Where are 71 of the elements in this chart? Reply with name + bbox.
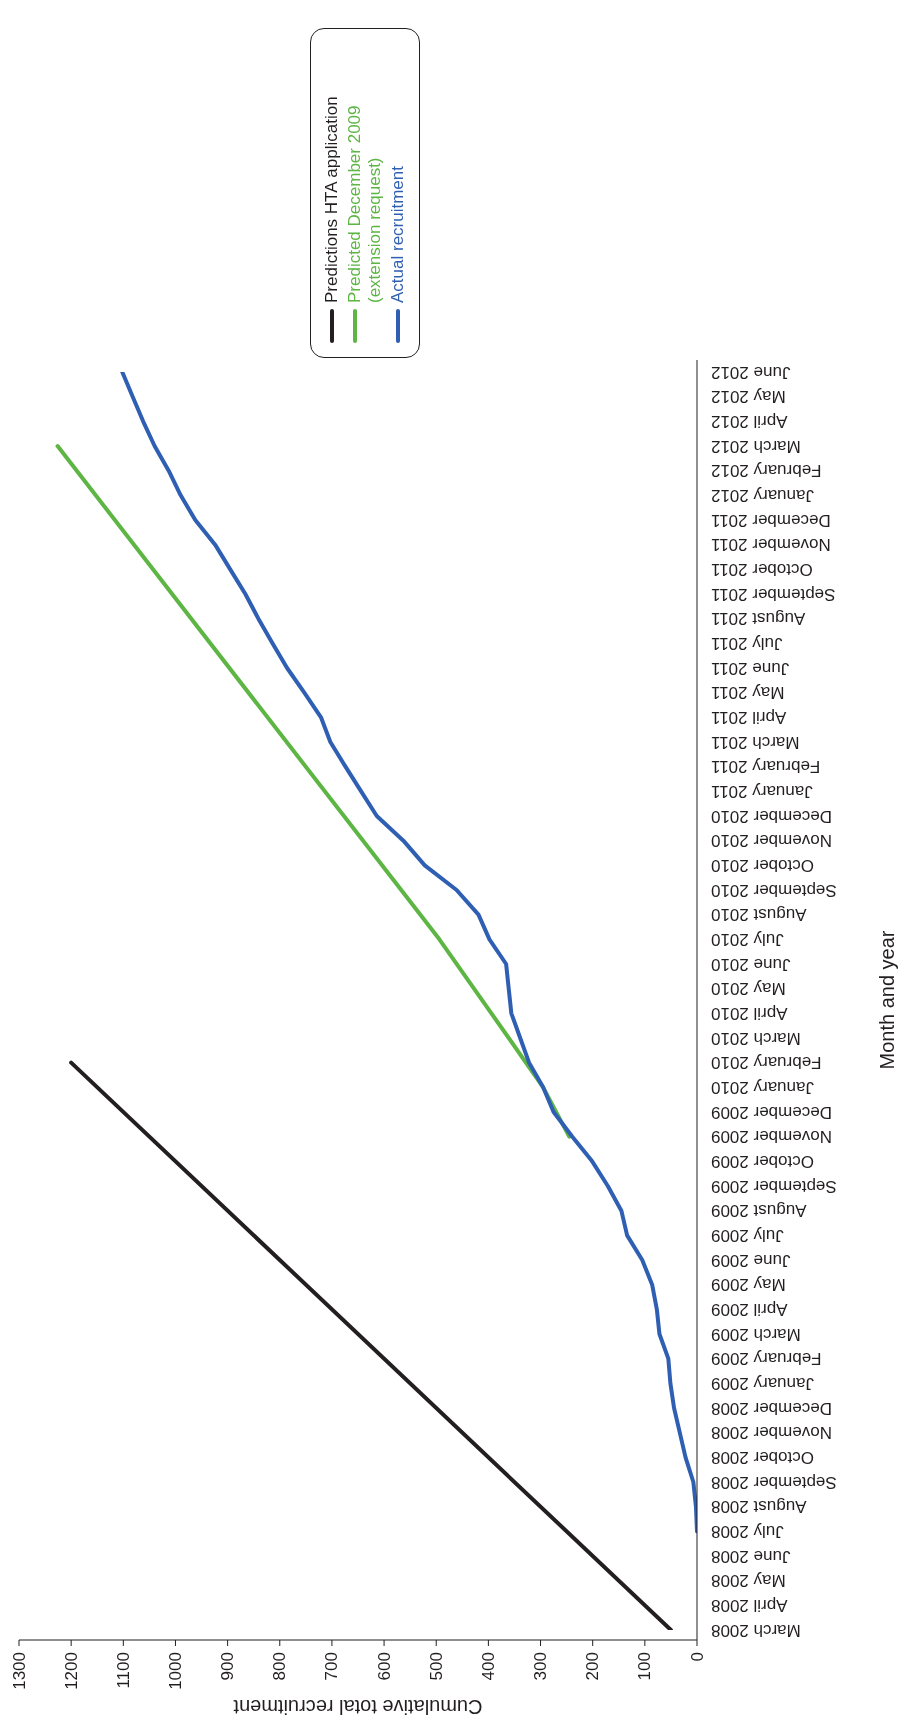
y-tick-label: June 2008 (711, 1546, 791, 1566)
y-tick-label: March 2008 (711, 1620, 801, 1640)
text: Predicted December 2009 (extension request) (345, 104, 385, 303)
x-axis-title: Cumulative total recruitment (233, 1696, 483, 1718)
y-tick-label: February 2011 (711, 757, 821, 777)
y-tick-label: April 2009 (711, 1299, 788, 1319)
y-tick-label: January 2009 (711, 1373, 815, 1393)
y-tick-label: March 2011 (711, 732, 800, 752)
y-tick-label: March 2009 (711, 1324, 801, 1344)
y-tick-label: February 2009 (711, 1349, 822, 1369)
y-tick-label: June 2011 (711, 658, 790, 678)
y-tick-label: July 2009 (711, 1225, 784, 1245)
y-tick-label: April 2008 (711, 1595, 788, 1615)
y-tick-label: February 2012 (711, 461, 822, 481)
y-tick-label: April 2010 (711, 1003, 788, 1023)
y-tick-label: December 2009 (711, 1102, 832, 1122)
y-tick-label: September 2011 (711, 584, 836, 604)
x-tick-label: 800 (270, 1652, 290, 1681)
y-tick-label: January 2010 (711, 1077, 815, 1097)
x-tick-label: 900 (218, 1652, 238, 1681)
y-tick-label: February 2010 (711, 1053, 822, 1073)
y-tick-label: March 2010 (711, 1028, 801, 1048)
y-tick-label: May 2009 (711, 1275, 786, 1295)
y-axis-title: Month and year (876, 930, 899, 1070)
x-tick-label: 1100 (113, 1652, 133, 1689)
y-tick-label: July 2011 (711, 633, 783, 653)
y-tick-label: April 2011 (711, 707, 787, 727)
y-tick-label: June 2012 (711, 362, 791, 382)
text: Predictions HTA application (322, 96, 342, 303)
y-tick-label: September 2010 (711, 880, 837, 900)
x-tick-label: 500 (426, 1652, 446, 1681)
y-tick-label: December 2008 (711, 1398, 832, 1418)
y-tick-label: November 2010 (711, 831, 832, 851)
y-tick-label: August 2010 (711, 905, 807, 925)
y-tick-label: October 2010 (711, 855, 815, 875)
x-tick-label: 1000 (165, 1652, 185, 1690)
y-tick-label: October 2011 (711, 559, 813, 579)
x-tick-label: 100 (635, 1652, 655, 1681)
y-tick-label: May 2011 (711, 683, 785, 703)
y-tick-label: January 2012 (711, 485, 815, 505)
y-tick-label: September 2009 (711, 1176, 837, 1196)
y-tick-label: October 2009 (711, 1151, 815, 1171)
x-tick-label: 0 (687, 1652, 707, 1662)
y-tick-label: March 2012 (711, 436, 801, 456)
x-tick-label: 700 (322, 1652, 342, 1681)
y-tick-label: April 2012 (711, 411, 788, 431)
y-tick-label: August 2008 (711, 1497, 807, 1517)
y-tick-label: November 2011 (711, 535, 831, 555)
y-tick-label: June 2009 (711, 1250, 791, 1270)
x-tick-label: 400 (478, 1652, 498, 1681)
y-tick-label: November 2009 (711, 1127, 832, 1147)
y-tick-label: June 2010 (711, 954, 791, 974)
y-tick-label: December 2011 (711, 510, 831, 530)
y-tick-label: August 2011 (711, 609, 806, 629)
y-tick-label: May 2008 (711, 1571, 786, 1591)
y-tick-label: November 2008 (711, 1423, 832, 1443)
text: Actual recruitment (388, 166, 408, 303)
y-tick-label: August 2009 (711, 1201, 807, 1221)
x-tick-label: 1300 (9, 1652, 29, 1690)
y-tick-label: July 2010 (711, 929, 784, 949)
y-tick-label: July 2008 (711, 1521, 784, 1541)
y-tick-label: October 2008 (711, 1447, 815, 1467)
y-tick-label: May 2010 (711, 979, 786, 999)
y-tick-label: September 2008 (711, 1472, 837, 1492)
y-tick-label: January 2011 (711, 781, 813, 801)
x-tick-label: 200 (583, 1652, 603, 1681)
y-tick-label: May 2012 (711, 387, 786, 407)
x-tick-label: 600 (374, 1652, 394, 1681)
y-tick-label: December 2010 (711, 806, 832, 826)
x-tick-label: 300 (531, 1652, 551, 1681)
x-tick-label: 1200 (61, 1652, 81, 1690)
